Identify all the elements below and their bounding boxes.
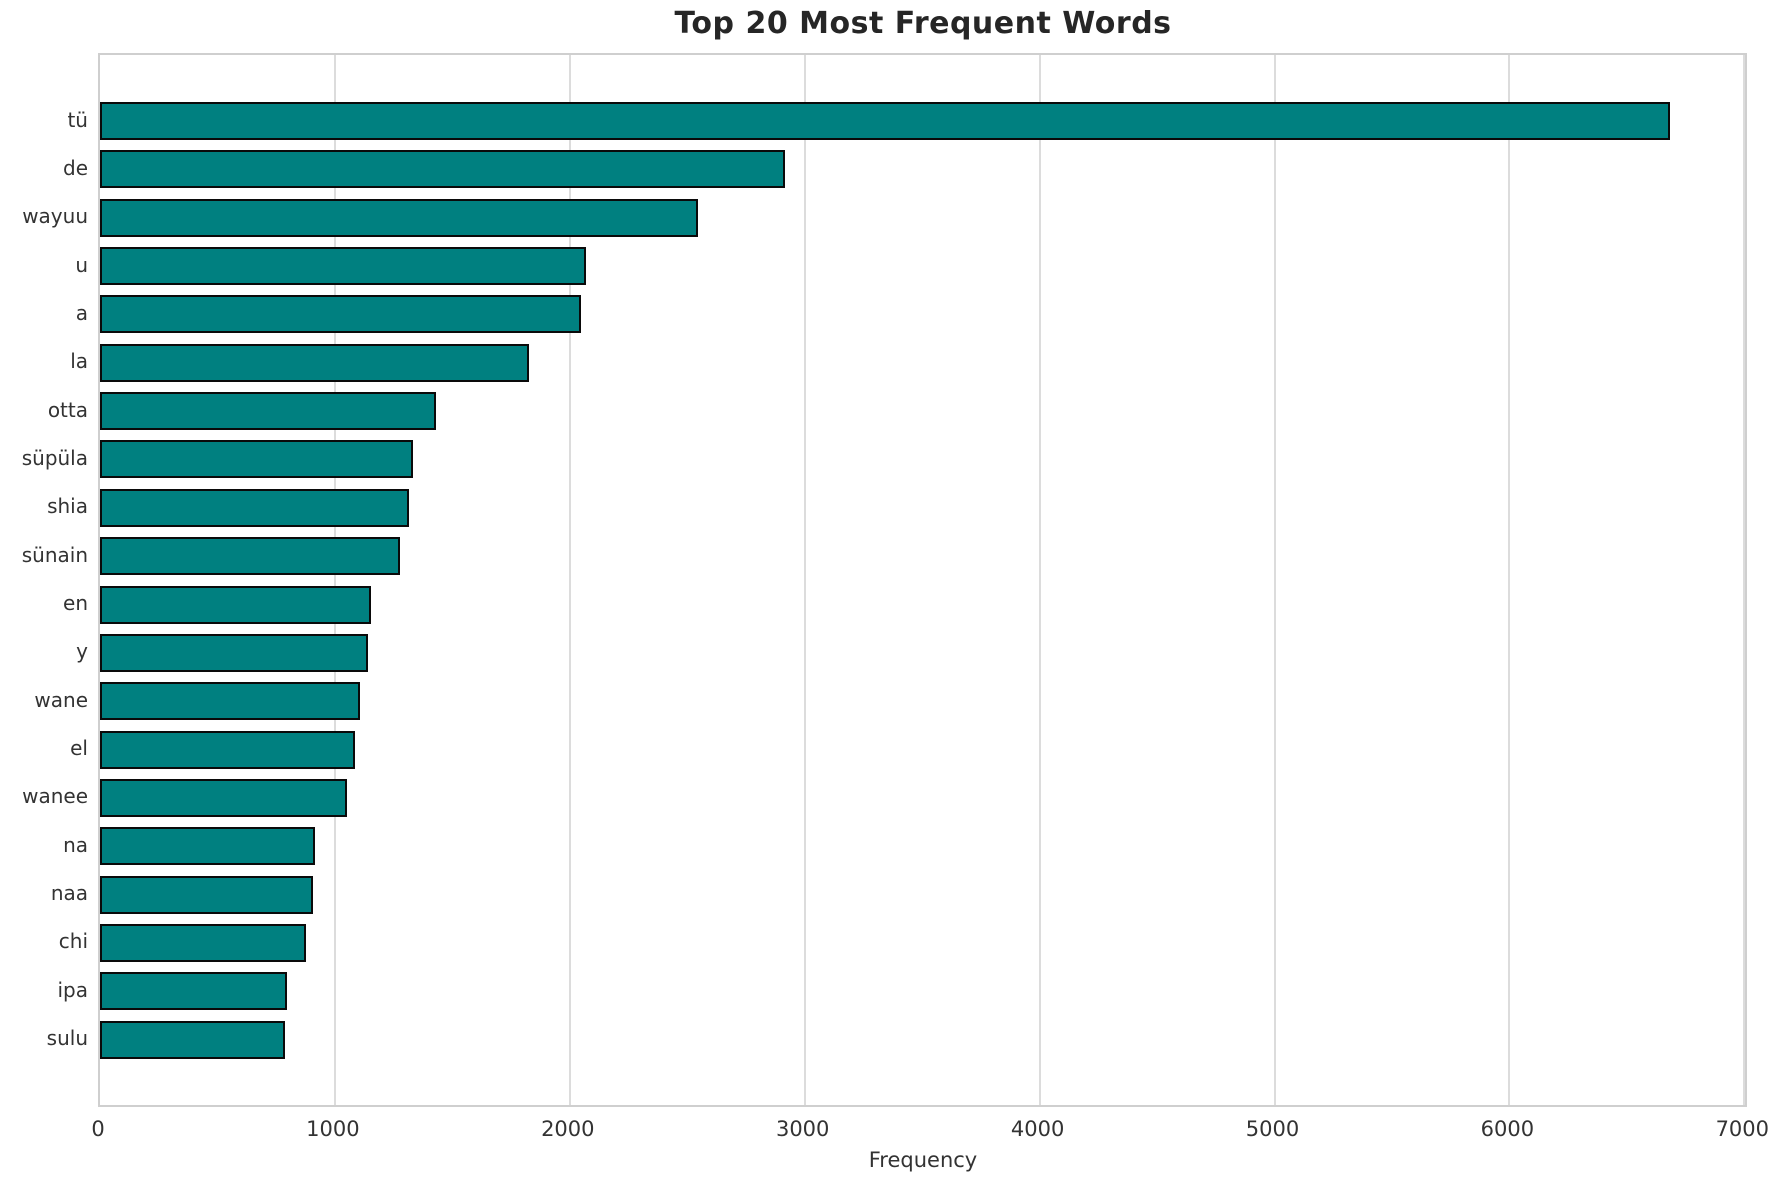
chart-title: Top 20 Most Frequent Words: [674, 6, 1172, 41]
x-tick-label: 2000: [541, 1117, 595, 1141]
y-tick-label: la: [70, 349, 88, 374]
bar-naa: [100, 875, 313, 914]
x-tick-label: 5000: [1245, 1117, 1300, 1141]
y-tick-label: a: [75, 300, 88, 325]
y-tick-label: naa: [50, 881, 88, 906]
y-tick-label: na: [63, 832, 88, 857]
bar-wanee: [100, 778, 347, 817]
bar-tü: [100, 102, 1671, 140]
bar-wane: [100, 682, 360, 721]
gridline: [1273, 55, 1276, 1105]
y-tick-label: en: [63, 591, 88, 615]
gridline: [568, 55, 571, 1105]
gridline: [803, 55, 806, 1105]
bar-na: [100, 827, 316, 866]
bar-ipa: [100, 972, 287, 1011]
y-tick-label: u: [75, 252, 88, 277]
bar-otta: [100, 392, 437, 431]
bar-el: [100, 730, 356, 769]
x-tick-label: 7000: [1715, 1117, 1770, 1141]
gridline: [1038, 55, 1041, 1105]
x-tick-label: 3000: [775, 1117, 830, 1141]
bar-wayuu: [100, 198, 698, 237]
y-tick-label: wane: [34, 687, 88, 712]
x-tick-label: 4000: [1010, 1117, 1065, 1141]
x-tick-label: 1000: [306, 1117, 360, 1141]
y-tick-label: tü: [67, 107, 88, 132]
bar-süpüla: [100, 440, 413, 479]
bar-de: [100, 150, 785, 189]
plot-area: [98, 53, 1747, 1107]
bar-sulu: [100, 1020, 285, 1059]
y-tick-label: el: [70, 736, 88, 761]
bar-la: [100, 343, 529, 382]
x-tick-label: 0: [91, 1117, 105, 1141]
bar-u: [100, 247, 587, 286]
y-tick-label: sulu: [46, 1026, 88, 1051]
y-tick-label: wanee: [22, 784, 88, 809]
bar-a: [100, 295, 581, 334]
bar-chi: [100, 923, 306, 962]
y-tick-label: wayuu: [22, 204, 88, 229]
x-tick-label: 6000: [1480, 1117, 1535, 1141]
gridline: [1743, 55, 1746, 1105]
y-tick-label: ipa: [57, 977, 88, 1002]
y-tick-label: otta: [47, 397, 88, 422]
bar-sünain: [100, 537, 400, 576]
gridline: [1508, 55, 1511, 1105]
gridline: [333, 55, 336, 1105]
y-tick-label: süpüla: [21, 445, 88, 470]
y-tick-label: sünain: [21, 542, 88, 567]
x-axis-label: Frequency: [868, 1148, 978, 1172]
y-tick-label: shia: [47, 494, 88, 519]
y-tick-label: y: [76, 639, 88, 664]
y-tick-label: de: [63, 155, 88, 180]
bar-en: [100, 585, 372, 624]
y-tick-label: chi: [58, 929, 88, 954]
bar-y: [100, 633, 368, 672]
bar-shia: [100, 488, 410, 527]
